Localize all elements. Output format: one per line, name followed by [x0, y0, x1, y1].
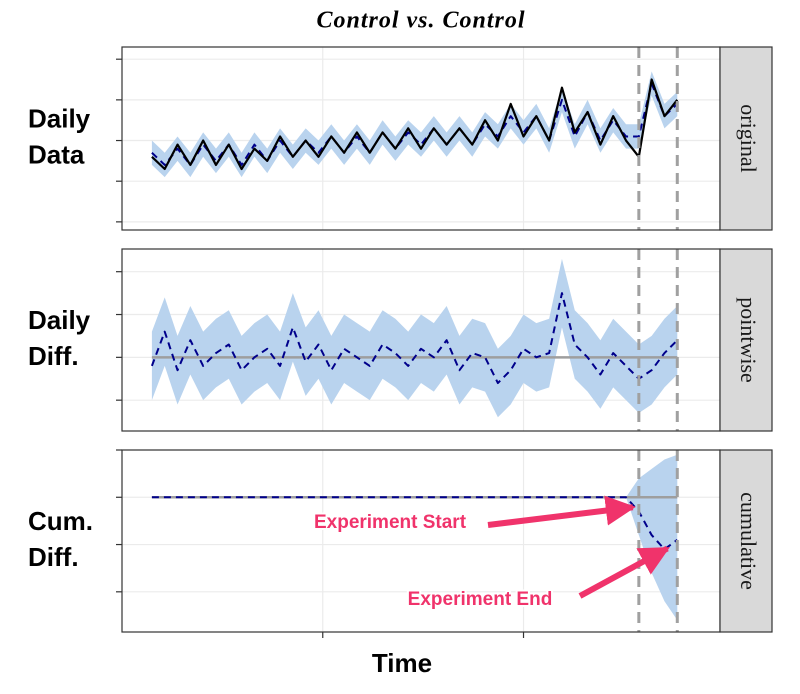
interval-band — [151, 71, 678, 178]
y-axis-label: Data — [28, 139, 85, 169]
strip-label: cumulative — [736, 492, 761, 590]
y-axis-label: Diff. — [28, 341, 79, 371]
annotation: Experiment Start — [314, 512, 467, 533]
annotation-arrow — [487, 495, 636, 528]
chart-title: Control vs. Control — [316, 8, 525, 34]
annotation-arrow — [578, 545, 670, 599]
x-axis-label: Time — [372, 648, 432, 678]
series-line — [151, 78, 679, 171]
annotation: Experiment End — [408, 589, 553, 610]
strip-background — [719, 449, 773, 633]
series-line — [151, 496, 678, 551]
y-axis-label: Cum. — [28, 506, 93, 536]
y-axis-label: Diff. — [28, 542, 79, 572]
y-axis-label: Daily — [28, 103, 91, 133]
interval-band — [151, 258, 678, 418]
strip-label: pointwise — [736, 297, 761, 383]
strip-label: original — [736, 104, 761, 172]
series-line — [150, 292, 678, 385]
strip-background — [719, 46, 773, 231]
y-axis-label: Daily — [28, 305, 91, 335]
panel-background — [122, 450, 720, 632]
strip-background — [719, 248, 773, 432]
